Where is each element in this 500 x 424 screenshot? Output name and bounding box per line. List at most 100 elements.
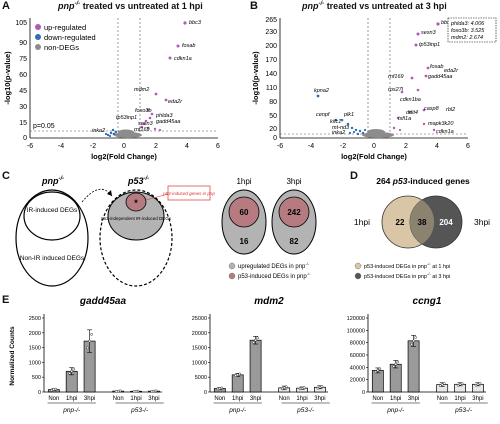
p53-independent-label: p53-independent IR-induced DEGs [101, 216, 172, 221]
y-tick-label: 0 [204, 390, 207, 396]
inset-mdm2: mdm2: 2.674 [451, 35, 483, 41]
replicate-point [220, 386, 224, 390]
ytick-a-60: 60 [19, 72, 27, 79]
replicate-point [238, 372, 242, 376]
y-tick-label: 0 [38, 390, 41, 396]
gene-label-b: sesn3 [421, 30, 437, 36]
ytick-a-75: 75 [19, 56, 27, 63]
gene-label-b: rnf169 [388, 74, 404, 80]
ytick-a-105: 105 [15, 20, 27, 27]
y-tick-label: 20000 [192, 331, 207, 337]
replicate-point [374, 370, 378, 374]
xlabel-a: log2(Fold Change) [91, 152, 157, 161]
replicate-point [438, 384, 442, 388]
y-tick-label: 100000 [347, 328, 365, 334]
gene-label-a: inka2 [92, 128, 105, 134]
gene-label-a: foxo3b [135, 108, 152, 114]
gene-label-b: bbc3 [441, 20, 454, 26]
inset-phlda3: phlda3: 4.006 [450, 21, 485, 27]
xtick-a-0: 0 [122, 143, 126, 150]
y-axis-label: Normalized Counts [9, 326, 16, 386]
legend-upregulated-degs: upregulated DEGs in pnp-/- [238, 261, 310, 270]
hpi3-inner-count: 242 [287, 208, 301, 217]
venn-overlap-region [409, 200, 435, 244]
chart-title: ccng1 [413, 296, 442, 307]
down-regulated-points-b [316, 94, 367, 136]
up-regulated-points-b [392, 22, 440, 132]
gene-label-a: gadd45aa [156, 119, 180, 125]
non-deg-points-b [362, 129, 394, 138]
xtick-b-m4: -4 [308, 143, 314, 150]
replicate-point [378, 367, 382, 371]
ytick-a-0: 0 [23, 135, 27, 142]
venn-left-label: 1hpi [354, 217, 370, 227]
ir-induced-ellipse [23, 191, 81, 241]
replicate-point [396, 360, 400, 364]
gene-label-b: plk1 [343, 112, 354, 118]
gene-label-b: ddit4 [406, 110, 418, 116]
gene-label-a: tp53inp1 [116, 115, 137, 121]
category-label: 1hpi [66, 396, 77, 402]
y-tick-label: 2500 [29, 316, 41, 322]
ir-induced-label: IR-induced DEGs [27, 207, 78, 214]
p53-label: p53-/- [127, 176, 149, 186]
ytick-a-45: 45 [19, 88, 27, 95]
gene-label-a: rnf169 [134, 127, 150, 133]
p53-callout-box [167, 185, 211, 201]
y-tick-label: 1500 [29, 346, 41, 352]
venn-title: 264 p53-induced genes [376, 176, 470, 186]
y-tick-label: 5000 [195, 375, 207, 381]
down-regulated-points-a [104, 128, 118, 138]
gene-label-b: tsfi1a [398, 116, 411, 122]
y-tick-label: 2000 [29, 331, 41, 337]
chart-title: gadd45aa [79, 296, 127, 307]
volcano-plot-b: 0 20 50 80 110 140 170 200 230 265 -6 -4… [251, 17, 497, 161]
replicate-point [72, 367, 76, 371]
bar [407, 340, 420, 393]
ytick-a-90: 90 [19, 40, 27, 47]
replicate-point [284, 385, 288, 389]
replicate-point [280, 387, 284, 391]
gene-label-a: eda2r [168, 99, 183, 105]
ytick-b-0: 0 [273, 135, 277, 142]
replicate-point [54, 387, 58, 391]
replicate-point [442, 382, 446, 385]
gene-label-b: casp8 [424, 106, 440, 112]
panel-a-title: pnp-/- treated vs untreated at 1 hpi [58, 1, 203, 11]
ytick-b-110: 110 [266, 85, 277, 92]
ytick-b-230: 230 [265, 29, 277, 36]
hpi3-label: 3hpi [286, 177, 301, 186]
category-label: 3hpi [408, 396, 419, 402]
gene-label-b: rps27l [388, 87, 404, 93]
hpi1-inner [228, 196, 260, 228]
panel-e-letter: E [2, 294, 10, 306]
replicate-point [412, 339, 415, 343]
panel-b-title: pnp-/- treated vs untreated at 3 hpi [302, 1, 447, 11]
dashed-arrow [81, 188, 113, 203]
replicate-point [440, 383, 444, 386]
category-label: 1hpi [454, 396, 465, 402]
non-deg-points-a [114, 129, 142, 138]
ytick-b-50: 50 [269, 113, 277, 120]
gene-label-b: fosab [430, 64, 443, 70]
pvalue-threshold-label: p=0.05 [33, 123, 55, 130]
y-tick-label: 60000 [350, 353, 365, 359]
venn-legend-3hpi: p53-induced DEGs in pnp-/- at 3 hpi [364, 271, 450, 280]
ytick-a-15: 15 [19, 120, 27, 127]
replicate-point [392, 365, 396, 368]
p53-callout-label: p53-induced genes in pnp [162, 191, 215, 196]
replicate-point [394, 362, 398, 366]
y-tick-label: 0 [362, 390, 365, 396]
xtick-a-m6: -6 [27, 143, 33, 150]
replicate-point [252, 341, 255, 344]
replicate-point [376, 369, 380, 372]
replicate-point [70, 369, 74, 373]
venn-left-count: 22 [396, 218, 405, 227]
inset-foxo3b: foxo3b: 3.525 [451, 28, 485, 34]
replicate-point [302, 386, 306, 389]
y-tick-label: 1000 [29, 360, 41, 366]
y-tick-label: 10000 [192, 360, 207, 366]
category-label: Non [214, 396, 225, 402]
panel-a-letter: A [2, 0, 10, 12]
y-tick-label: 15000 [192, 346, 207, 352]
